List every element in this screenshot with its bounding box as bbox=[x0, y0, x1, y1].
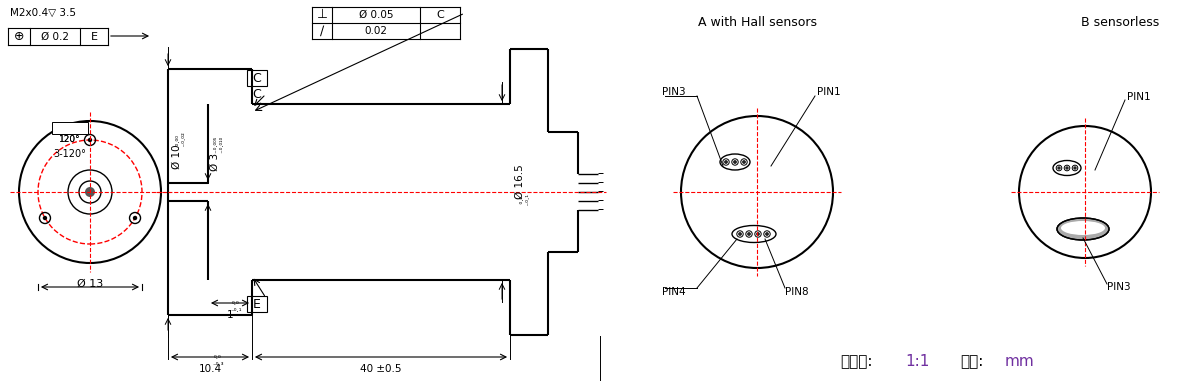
Circle shape bbox=[766, 233, 769, 235]
Circle shape bbox=[1066, 167, 1068, 169]
Text: ⁰·⁰
  ⁻⁰·¹: ⁰·⁰ ⁻⁰·¹ bbox=[520, 194, 533, 210]
Text: 3-120°: 3-120° bbox=[54, 149, 86, 159]
Text: PIN8: PIN8 bbox=[785, 287, 808, 297]
Text: mm: mm bbox=[1005, 354, 1035, 370]
Text: A with Hall sensors: A with Hall sensors bbox=[698, 16, 817, 29]
Circle shape bbox=[1074, 167, 1076, 169]
Text: ∕: ∕ bbox=[319, 24, 324, 37]
Bar bbox=[247, 70, 267, 86]
Text: Ø 3: Ø 3 bbox=[210, 153, 220, 171]
Text: 1: 1 bbox=[227, 310, 233, 320]
Text: B sensorless: B sensorless bbox=[1081, 16, 1159, 29]
Text: ⊥: ⊥ bbox=[317, 8, 328, 21]
Circle shape bbox=[1058, 167, 1060, 169]
Text: C: C bbox=[436, 10, 444, 20]
Text: Ø 10: Ø 10 bbox=[172, 145, 183, 169]
Text: C: C bbox=[252, 88, 262, 101]
Circle shape bbox=[43, 216, 47, 219]
Text: PIN3: PIN3 bbox=[1107, 282, 1130, 292]
Bar bbox=[52, 122, 88, 134]
Circle shape bbox=[133, 216, 137, 219]
Text: E: E bbox=[253, 298, 261, 311]
Text: 10.4: 10.4 bbox=[198, 364, 221, 374]
Text: Ø 13: Ø 13 bbox=[77, 279, 103, 289]
Circle shape bbox=[89, 139, 91, 141]
Text: Ø 16.5: Ø 16.5 bbox=[515, 165, 525, 199]
Text: 0.02: 0.02 bbox=[364, 26, 388, 36]
Text: PIN4: PIN4 bbox=[662, 287, 686, 297]
Text: C: C bbox=[252, 72, 262, 85]
Circle shape bbox=[724, 161, 727, 163]
Text: 120°: 120° bbox=[59, 136, 80, 144]
Text: PIN3: PIN3 bbox=[662, 87, 686, 97]
Circle shape bbox=[734, 161, 736, 163]
Text: PIN1: PIN1 bbox=[817, 87, 841, 97]
Circle shape bbox=[742, 161, 745, 163]
Bar bbox=[70, 281, 110, 295]
Text: Ø 0.2: Ø 0.2 bbox=[41, 32, 68, 42]
Text: 40 ±0.5: 40 ±0.5 bbox=[360, 364, 402, 374]
Text: 1:1: 1:1 bbox=[906, 354, 930, 370]
Text: Ø 0.05: Ø 0.05 bbox=[359, 10, 393, 20]
Text: M2x0.4▽ 3.5: M2x0.4▽ 3.5 bbox=[10, 8, 76, 18]
Text: ⁰·⁰
⁻⁰·³: ⁰·⁰ ⁻⁰·³ bbox=[213, 355, 223, 368]
Text: PIN1: PIN1 bbox=[1127, 92, 1151, 102]
Text: E: E bbox=[90, 32, 97, 42]
Ellipse shape bbox=[1057, 218, 1109, 240]
Text: ⁰·⁰⁰
  ⁻⁰·⁰²: ⁰·⁰⁰ ⁻⁰·⁰² bbox=[177, 133, 190, 151]
Text: ⁰·⁰
⁻⁰·¹: ⁰·⁰ ⁻⁰·¹ bbox=[231, 301, 241, 314]
Text: 比例尺:: 比例尺: bbox=[839, 354, 872, 370]
Bar bbox=[247, 296, 267, 312]
Circle shape bbox=[748, 233, 751, 235]
Text: 单位:: 单位: bbox=[960, 354, 984, 370]
Text: ⊕: ⊕ bbox=[13, 30, 24, 43]
Circle shape bbox=[85, 187, 95, 197]
Ellipse shape bbox=[1060, 221, 1105, 235]
Text: 120°: 120° bbox=[59, 136, 80, 144]
Text: ⁻⁰·⁰⁰⁵
  ⁻⁰·⁰¹⁰: ⁻⁰·⁰⁰⁵ ⁻⁰·⁰¹⁰ bbox=[215, 137, 227, 157]
Circle shape bbox=[757, 233, 759, 235]
Circle shape bbox=[739, 233, 741, 235]
